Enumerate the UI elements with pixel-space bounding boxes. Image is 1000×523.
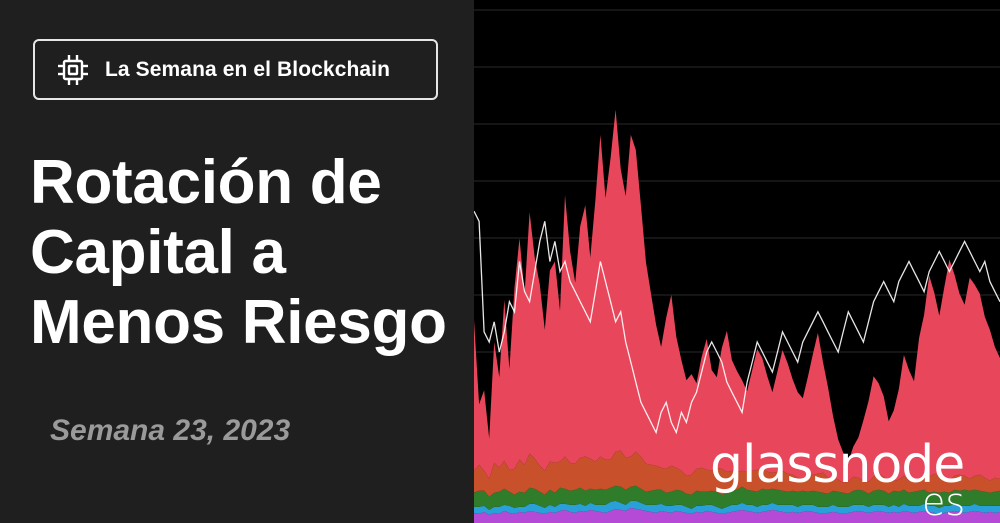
area-green — [474, 485, 1000, 510]
brand-sub: es — [922, 480, 966, 523]
title-line-2: Capital a — [30, 218, 286, 287]
stacked-area-chart — [474, 9, 1000, 523]
badge-label: La Semana en el Blockchain — [105, 57, 391, 81]
price-line — [474, 210, 1000, 435]
chip-icon — [58, 54, 88, 85]
brand-name: glassnode — [710, 435, 965, 495]
area-orange — [474, 450, 1000, 497]
title-line-1: Rotación de — [30, 148, 382, 217]
brand-logo: glassnode es — [710, 435, 985, 522]
chart-areas — [474, 109, 1000, 523]
week-label: Semana 23, 2023 — [50, 414, 291, 447]
chart-grid — [474, 9, 1000, 353]
area-red — [474, 109, 1000, 483]
title-line-3: Menos Riesgo — [30, 288, 447, 357]
page-title: Rotación de Capital a Menos Riesgo — [30, 148, 470, 358]
left-panel: La Semana en el Blockchain Rotación de C… — [0, 0, 474, 523]
chart-panel — [474, 0, 1000, 523]
area-purple — [474, 507, 1000, 523]
chart-line — [474, 210, 1000, 435]
area-blue — [474, 500, 1000, 515]
section-badge: La Semana en el Blockchain — [33, 39, 438, 100]
